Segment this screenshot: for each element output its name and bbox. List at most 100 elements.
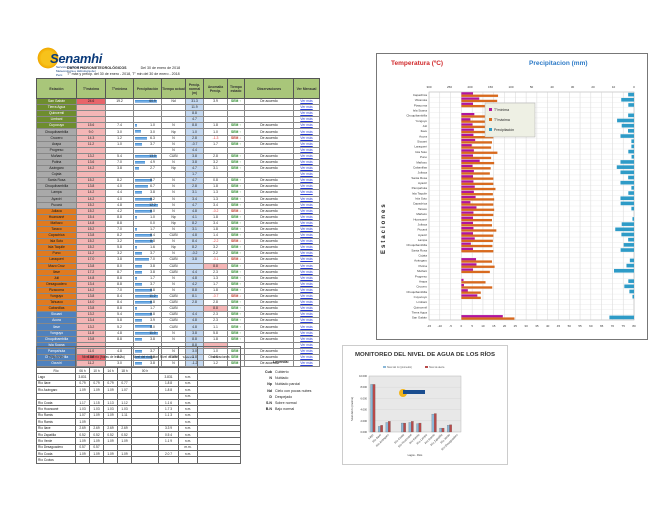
precip-bar <box>629 258 634 263</box>
level-reading <box>116 443 133 452</box>
precip-bar <box>135 282 143 286</box>
tmin-bar <box>461 112 475 116</box>
precip-bar <box>628 175 634 180</box>
tmin-bar <box>461 206 477 209</box>
trend-cell <box>197 430 242 439</box>
precip-bar <box>135 191 143 195</box>
x-tick-label: -15 <box>427 324 432 328</box>
rios-h-promedio: Nivel del río (promedio) <box>131 346 160 368</box>
tmax-bar <box>461 141 493 144</box>
rios-row: Río Azángaro 1.09 1.09 1.09 1.07 1.8 8 n.m. <box>36 386 242 394</box>
report-subtitle: T° máx y precip. del 30 de enero - 2018,… <box>67 72 180 76</box>
level-reading: 1.11 <box>116 411 133 420</box>
rios-h-nivel: Nivel del río (horas de lectura) <box>74 346 133 368</box>
x-tick-label: Río Verde <box>439 433 451 445</box>
precip-value: 8.4 <box>150 233 155 238</box>
tmax-bar <box>461 146 492 149</box>
precip-bar <box>135 142 143 146</box>
tmin-bar <box>461 195 476 199</box>
rios-row: Río Coata 1.09 1.09 1.09 1.09 2.0 7 n.m. <box>36 450 242 458</box>
tmax-bar <box>461 203 494 206</box>
precip-bar <box>135 258 150 262</box>
category-label: Vilcanota <box>415 98 428 102</box>
x-tick-label: 5 <box>471 324 473 328</box>
tmin-bar <box>461 138 476 142</box>
precip-bar <box>621 97 634 102</box>
tmax-bar <box>461 125 491 129</box>
rios-row: Río Ilave 2.69 2.69 2.69 2.69 3.3 9 n.m. <box>36 424 242 432</box>
tmin-bar <box>461 175 474 178</box>
brand-subtitle: Servicio Nacional de Meteorología e Hidr… <box>56 65 96 77</box>
category-label: Isla Soto <box>415 197 427 201</box>
legend-key: Cub <box>265 370 272 374</box>
precip-value: 3.7 <box>150 251 155 256</box>
x-tick-label: 70 <box>611 324 615 328</box>
trend-cell <box>197 443 242 452</box>
precip-bar <box>135 319 143 323</box>
precip-bar <box>631 206 634 211</box>
tmax-bar <box>461 182 494 186</box>
precip-bar <box>628 237 634 242</box>
precip-bar <box>628 92 634 97</box>
col-header: Tiempo actual <box>161 78 186 99</box>
legend-label: T°máxima <box>494 118 510 122</box>
category-label: Mañazo <box>416 160 427 164</box>
river-levels-table: Estaciones Nivel del río (horas de lectu… <box>36 346 242 464</box>
rios-row: Río Zapatilla 0.52 0.52 0.52 0.52 0.5 4 n.m. <box>36 430 242 439</box>
legend-key: N <box>269 376 272 381</box>
legend-key: S.N <box>266 400 272 405</box>
precip-bar <box>135 185 149 189</box>
tmax-bar <box>461 317 515 320</box>
rios-row: n.m. <box>36 392 242 400</box>
precip-bar <box>135 234 152 238</box>
rios-sub-18: 18 h <box>116 366 133 375</box>
legend-value: Nublado parcial <box>275 382 300 387</box>
tmax-bar <box>461 218 493 222</box>
x-tick-label: 30 <box>524 324 528 328</box>
legend-swatch <box>489 118 492 121</box>
river-chart-title: MONITOREO DEL NIVEL DE AGUA DE LOS RÍOS <box>355 350 495 358</box>
tmax-bar <box>461 167 491 170</box>
precip-bar <box>631 139 634 144</box>
precip-bar <box>135 209 152 213</box>
legend-swatch <box>383 366 386 368</box>
precip-value: 3.8 <box>150 336 155 341</box>
x-tick-label: 50 <box>568 324 572 328</box>
y-tick-label: 0.000 <box>361 430 368 434</box>
precip-value: 8.7 <box>150 178 155 183</box>
table-row: Muñani 13.2 5.4 13.0 CUBI 3.8 2.8 SEM ↑ De acuer… <box>36 152 320 160</box>
category-label: Arapa <box>419 279 427 283</box>
tmax-bar <box>461 187 496 191</box>
category-label: Crucero <box>416 285 427 289</box>
precip-bar <box>628 191 634 195</box>
precip-value: 6.7 <box>150 184 155 189</box>
category-label: Putina <box>418 264 427 268</box>
category-label: Ayaviri <box>418 233 427 237</box>
precip-value: 1.7 <box>150 306 155 311</box>
legend-box <box>484 102 536 138</box>
precip-value: 3.7 <box>150 281 155 286</box>
legend-key: Np <box>267 382 272 387</box>
col-header: Observaciones <box>244 78 294 99</box>
level-reading: 1.03 <box>116 405 133 413</box>
col-header: Estación <box>36 78 77 99</box>
category-label: Tierra Agua <box>412 311 428 315</box>
x-top-tick-label: 50 <box>530 85 534 89</box>
x-tick-label: 10 <box>481 324 485 328</box>
precip-bar <box>621 123 634 128</box>
tmax-bar <box>461 136 494 139</box>
temperature-chart-svg: Temperatura (ºC) Precipitacion (mm) -15 -10… <box>381 60 636 328</box>
tmax-bar <box>461 213 494 217</box>
tmin-bar <box>461 154 474 157</box>
level-reading: 1.09 <box>116 437 133 445</box>
tmin-bar <box>461 159 480 162</box>
category-label: Santa Rosa <box>411 176 427 180</box>
y-axis-label: Estaciones <box>381 202 387 254</box>
precip-bar <box>135 288 152 292</box>
rios-subheader-row: Río 06 h 10 h 14 h 18 h 00 h <box>36 366 242 375</box>
precip-value: 8.8 <box>150 312 155 317</box>
col-header: Precipitación <box>133 78 162 99</box>
ver-mas-link[interactable]: Ver más <box>293 360 320 368</box>
chart-logo <box>403 390 425 394</box>
category-label: Huancané <box>413 217 427 221</box>
